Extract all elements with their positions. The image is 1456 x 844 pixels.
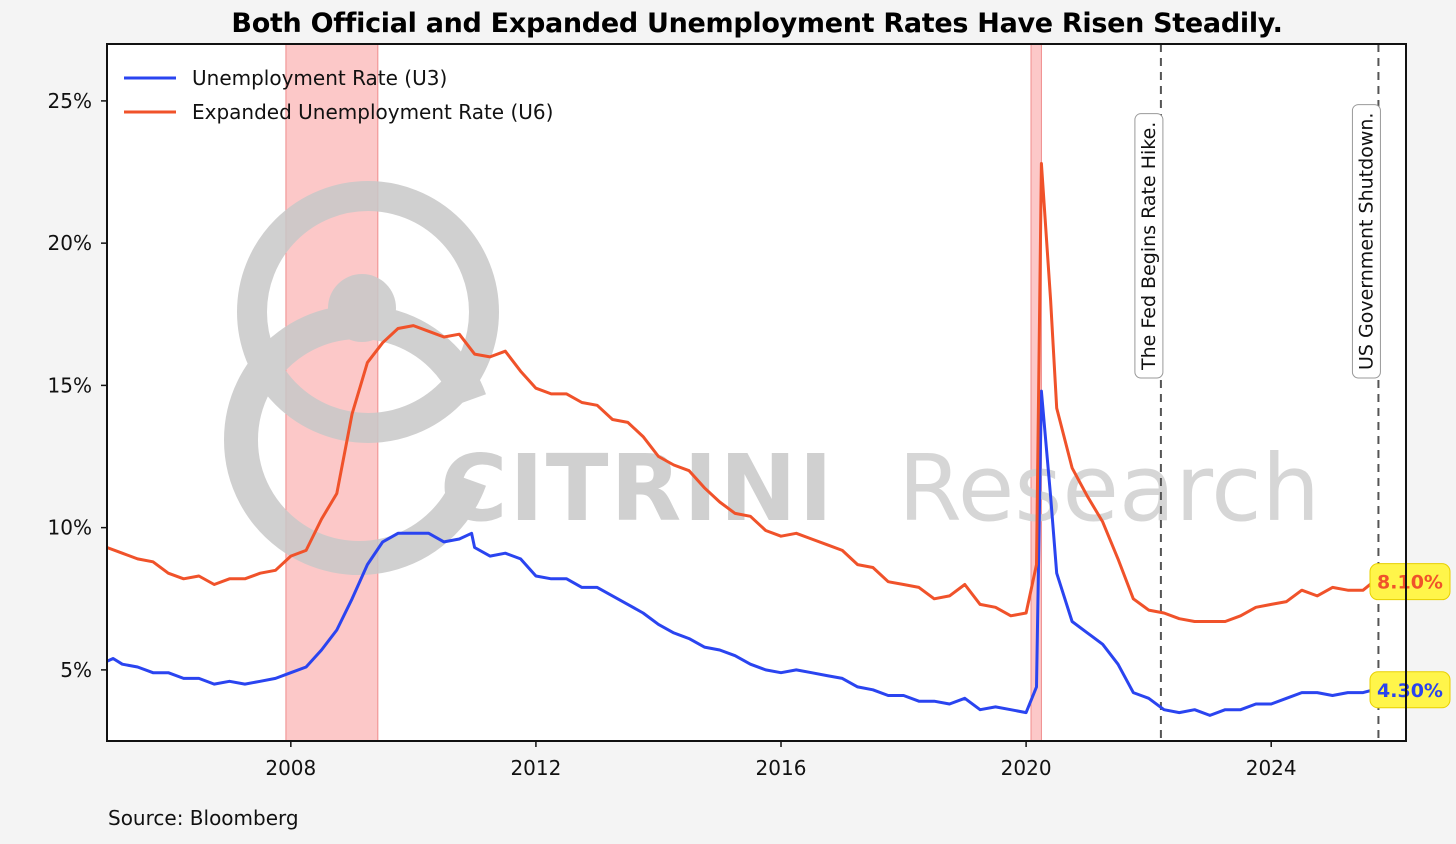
y-tick-label: 5% xyxy=(60,658,92,682)
event-markers-layer: The Fed Begins Rate Hike. US Government S… xyxy=(1134,44,1381,741)
end-value-label: 8.10% xyxy=(1377,572,1443,594)
chart-title: Both Official and Expanded Unemployment … xyxy=(231,8,1283,39)
end-value-badge xyxy=(1369,671,1451,709)
series-layer xyxy=(106,162,1375,717)
x-tick-label: 2008 xyxy=(265,756,316,780)
y-tick-label: 25% xyxy=(48,89,92,113)
event-label-group: The Fed Begins Rate Hike. xyxy=(1134,113,1164,379)
y-tick-label: 20% xyxy=(48,231,92,255)
x-tick-label: 2016 xyxy=(756,756,807,780)
end-labels-layer: 4.30% 8.10% xyxy=(1369,563,1451,709)
legend: Unemployment Rate (U3) Expanded Unemploym… xyxy=(124,66,553,124)
event-label: The Fed Begins Rate Hike. xyxy=(1138,122,1160,371)
source-note: Source: Bloomberg xyxy=(108,806,299,830)
x-tick-label: 2012 xyxy=(510,756,561,780)
series-line xyxy=(106,162,1375,623)
series-line xyxy=(106,389,1374,717)
end-value-label: 4.30% xyxy=(1377,680,1443,702)
end-value-badge xyxy=(1369,563,1451,601)
axes-layer: 5% 10% 15% 20% 25% 2008 2012 2016 2020 2024 xyxy=(48,89,1297,780)
watermark-text: CITRINI xyxy=(440,435,835,542)
event-label: US Government Shutdown. xyxy=(1355,113,1377,370)
legend-label: Expanded Unemployment Rate (U6) xyxy=(192,100,553,124)
x-tick-label: 2024 xyxy=(1246,756,1297,780)
y-tick-label: 10% xyxy=(48,516,92,540)
event-label-box xyxy=(1351,104,1381,379)
legend-label: Unemployment Rate (U3) xyxy=(192,66,447,90)
x-tick-label: 2020 xyxy=(1001,756,1052,780)
watermark-logo: CITRINI Research xyxy=(224,181,1320,575)
plot-frame xyxy=(106,43,1407,742)
y-tick-label: 15% xyxy=(48,373,92,397)
event-label-group: US Government Shutdown. xyxy=(1351,104,1381,379)
event-label-box xyxy=(1134,113,1164,379)
watermark-text-light: Research xyxy=(898,435,1320,542)
